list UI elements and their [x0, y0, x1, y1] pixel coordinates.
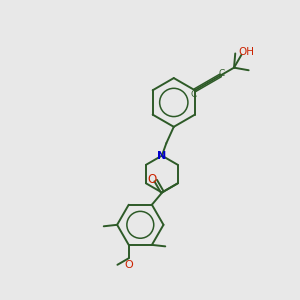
- Text: C: C: [191, 90, 197, 99]
- Text: N: N: [157, 151, 167, 160]
- Text: OH: OH: [239, 47, 255, 57]
- Text: O: O: [148, 172, 157, 186]
- Text: O: O: [124, 260, 133, 270]
- Text: C: C: [218, 68, 225, 77]
